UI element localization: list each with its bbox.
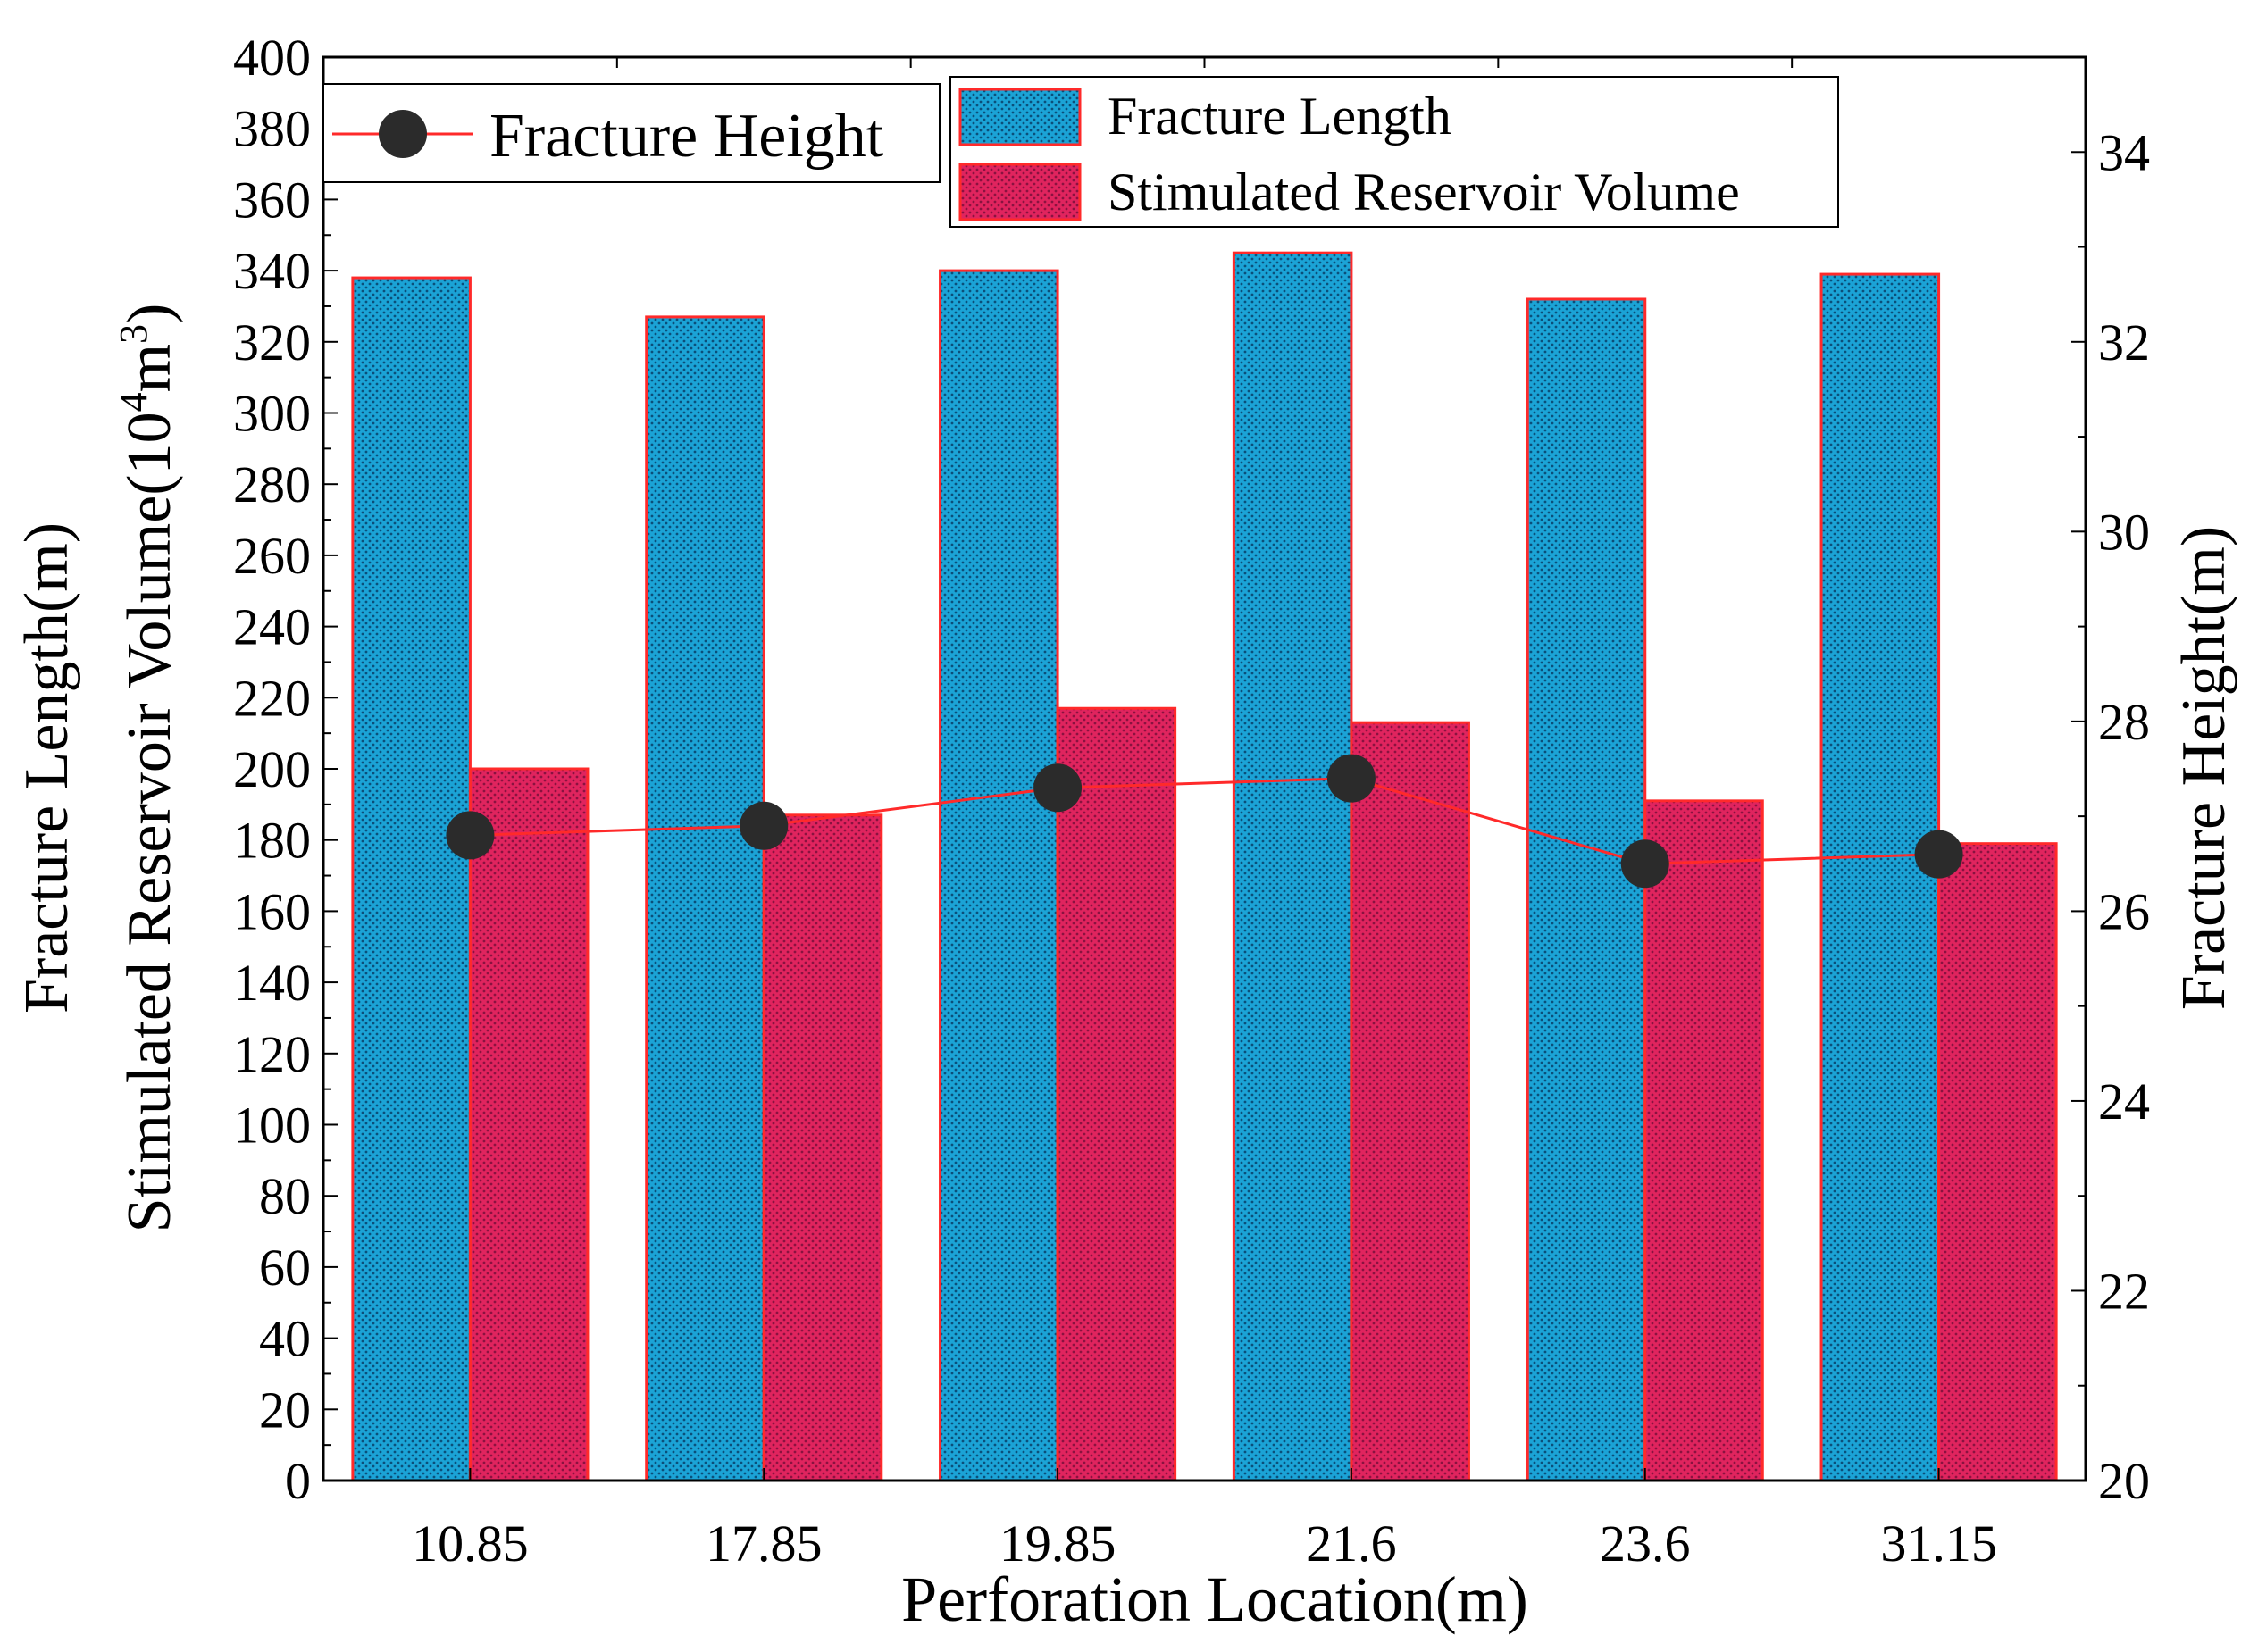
srv-label-sup2: 3	[112, 324, 155, 344]
y-tick-label-left: 300	[233, 385, 311, 443]
y-tick-label-left: 280	[233, 455, 311, 513]
legend-bars-box	[949, 76, 1839, 228]
y-tick-label-left: 160	[233, 882, 311, 940]
y-tick-label-right: 28	[2098, 693, 2150, 751]
x-tick-label: 21.6	[1306, 1514, 1397, 1573]
bar-fracture-length	[351, 276, 472, 1482]
y-tick-label-left: 0	[285, 1452, 311, 1510]
x-tick-label: 17.85	[706, 1514, 823, 1573]
plot-frame	[322, 55, 2087, 1482]
y-tick-label-left: 320	[233, 313, 311, 371]
y-tick-label-left: 240	[233, 598, 311, 656]
y-tick-label-right: 20	[2098, 1452, 2150, 1510]
srv-label-mid: m	[115, 344, 184, 392]
y-axis-title-right: Fracture Height(m)	[2170, 526, 2238, 1010]
bar-fracture-length	[1819, 272, 1941, 1482]
x-tick-label: 31.15	[1880, 1514, 1997, 1573]
plot-area: 10.85 17.85 19.85 21.6 23.6 31.15 0 20 40 60 80 100…	[233, 29, 2150, 1573]
legend-fracture-length-label: Fracture Length	[1108, 87, 1451, 146]
x-axis-title: Perforation Location(m)	[901, 1564, 1528, 1635]
fracture-height-point	[1033, 763, 1083, 813]
bar-srv	[1056, 706, 1177, 1482]
y-tick-label-right: 30	[2098, 503, 2150, 561]
legend-fracture-height-label: Fracture Height	[489, 102, 884, 171]
legend-line-marker	[379, 110, 427, 158]
y-tick-label-left: 120	[233, 1025, 311, 1083]
fracture-height-point	[1620, 839, 1669, 889]
bar-fracture-length	[645, 315, 765, 1482]
y-tick-label-left: 80	[259, 1167, 311, 1225]
x-tick-label: 19.85	[999, 1514, 1116, 1573]
fracture-height-point	[740, 801, 789, 850]
x-tick-label: 10.85	[412, 1514, 529, 1573]
legend-srv-label: Stimulated Reservoir Volume	[1108, 163, 1740, 221]
bar-srv	[1350, 721, 1470, 1482]
srv-label-sup1: 4	[112, 392, 155, 412]
y-axis-title-left-1: Fracture Length(m)	[13, 522, 81, 1014]
y-tick-label-left: 360	[233, 171, 311, 229]
bar-srv	[762, 813, 883, 1482]
y-axis-title-left-2: Stimulated Reservoir Volume(104m3)	[112, 304, 184, 1233]
y-tick-label-left: 140	[233, 954, 311, 1012]
y-tick-label-right: 24	[2098, 1072, 2150, 1131]
bar-fracture-length	[1232, 251, 1353, 1482]
y-tick-label-left: 40	[259, 1310, 311, 1368]
y-tick-label-right: 34	[2098, 123, 2150, 181]
srv-label-end: )	[115, 304, 184, 324]
y-tick-label-right: 32	[2098, 313, 2150, 371]
legend-line: Fracture Height	[322, 83, 941, 183]
y-tick-label-left: 260	[233, 527, 311, 585]
legend-bars: Fracture Length Stimulated Reservoir Vol…	[949, 76, 1839, 228]
bar-srv	[1643, 799, 1764, 1482]
fracture-height-point	[446, 811, 495, 860]
y-tick-label-left: 180	[233, 812, 311, 870]
bar-srv	[1937, 842, 2058, 1482]
legend-srv-swatch	[958, 163, 1082, 221]
bar-fracture-length	[939, 269, 1059, 1482]
fracture-height-point	[1914, 830, 1963, 879]
y-tick-label-left: 400	[233, 29, 311, 87]
fracture-height-line	[470, 777, 1939, 865]
srv-label-main: Stimulated Reservoir Volume(10	[115, 412, 184, 1232]
y-tick-label-left: 20	[259, 1381, 311, 1439]
legend-fracture-length-swatch	[958, 88, 1082, 146]
bar-fracture-length	[1526, 297, 1647, 1482]
y-tick-label-left: 60	[259, 1239, 311, 1297]
fracture-height-point	[1326, 754, 1376, 803]
y-tick-label-left: 100	[233, 1097, 311, 1155]
y-tick-label-left: 220	[233, 669, 311, 727]
x-tick-label: 23.6	[1600, 1514, 1691, 1573]
bar-srv	[468, 767, 590, 1482]
y-tick-label-right: 26	[2098, 882, 2150, 940]
y-tick-label-left: 340	[233, 242, 311, 300]
y-tick-label-right: 22	[2098, 1262, 2150, 1320]
y-tick-label-left: 380	[233, 100, 311, 158]
y-tick-label-left: 200	[233, 740, 311, 798]
